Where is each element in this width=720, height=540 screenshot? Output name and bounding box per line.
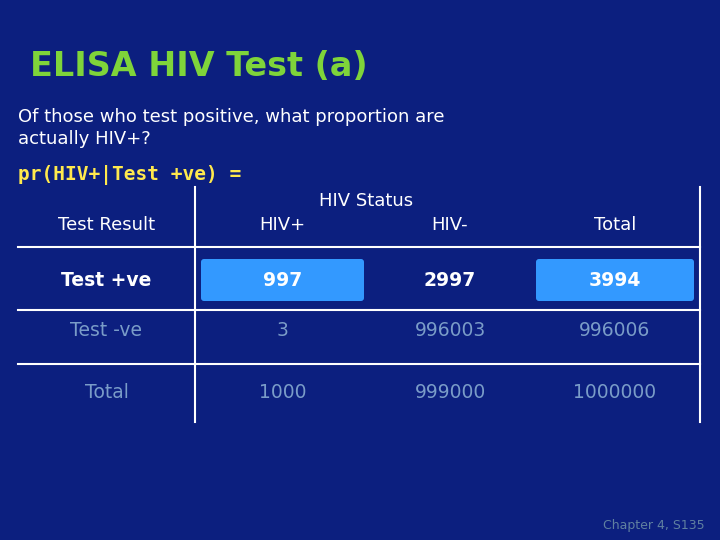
Text: Total: Total: [594, 216, 636, 234]
Text: HIV+: HIV+: [259, 216, 305, 234]
Text: 999000: 999000: [415, 382, 485, 402]
Text: Test +ve: Test +ve: [61, 271, 152, 289]
FancyBboxPatch shape: [201, 259, 364, 301]
Text: Chapter 4, S135: Chapter 4, S135: [603, 519, 705, 532]
Text: 997: 997: [263, 271, 302, 289]
Text: Test Result: Test Result: [58, 216, 155, 234]
Text: 3: 3: [276, 321, 289, 340]
Text: Total: Total: [84, 382, 128, 402]
Text: 2997: 2997: [424, 271, 476, 289]
Text: 996006: 996006: [580, 321, 651, 340]
Text: HIV-: HIV-: [432, 216, 468, 234]
Text: actually HIV+?: actually HIV+?: [18, 130, 150, 148]
Text: 1000000: 1000000: [573, 382, 657, 402]
Text: 1000: 1000: [258, 382, 306, 402]
Text: 3994: 3994: [589, 271, 642, 289]
Text: Test -ve: Test -ve: [71, 321, 143, 340]
Text: HIV Status: HIV Status: [319, 192, 413, 210]
Text: ELISA HIV Test (a): ELISA HIV Test (a): [30, 50, 368, 83]
Text: 996003: 996003: [415, 321, 485, 340]
Text: pr(HIV+|Test +ve) =: pr(HIV+|Test +ve) =: [18, 165, 241, 185]
Text: Of those who test positive, what proportion are: Of those who test positive, what proport…: [18, 108, 444, 126]
FancyBboxPatch shape: [536, 259, 694, 301]
